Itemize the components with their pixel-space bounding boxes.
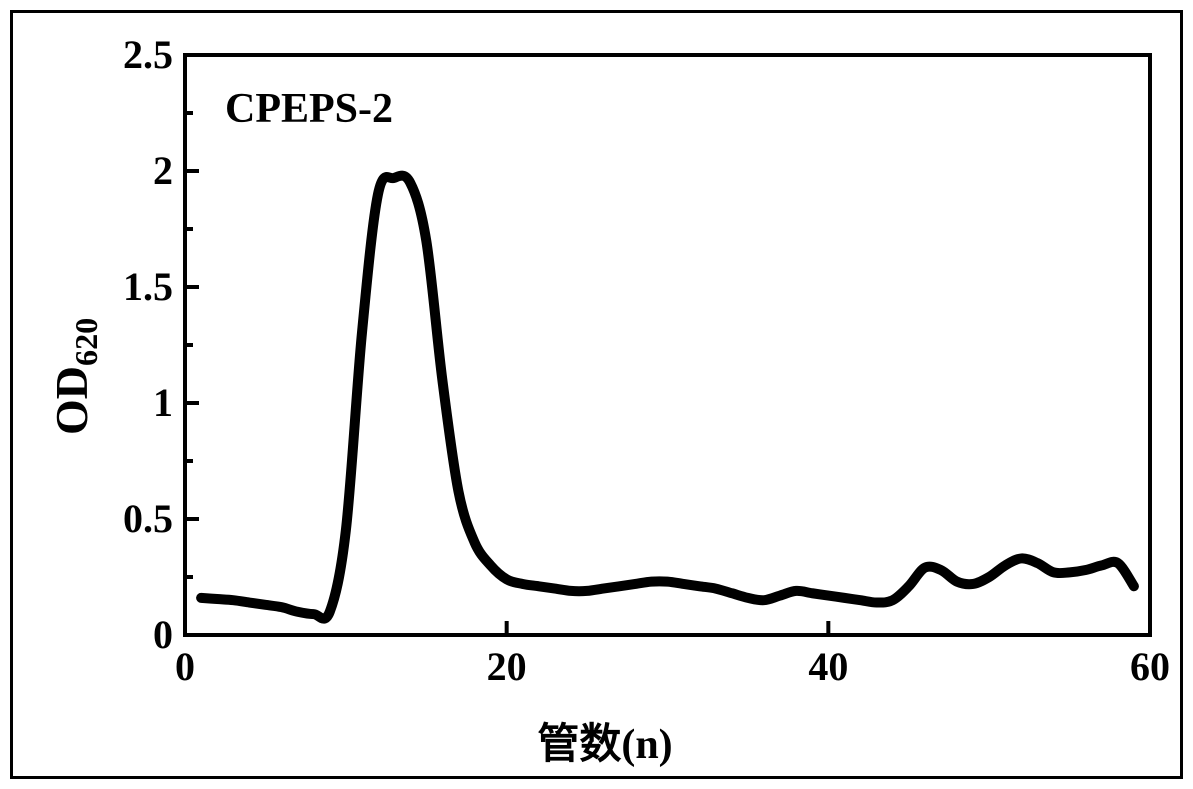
y-tick-label: 0.5 [123, 495, 173, 542]
x-tick-label: 60 [1110, 643, 1190, 690]
x-tick-label: 20 [467, 643, 547, 690]
y-tick-label: 1.5 [123, 263, 173, 310]
y-tick-label: 0 [153, 611, 173, 658]
y-tick-label: 2.5 [123, 31, 173, 78]
x-tick-label: 40 [788, 643, 868, 690]
x-axis-label: 管数(n) [495, 710, 715, 771]
y-axis-label: OD620 [45, 318, 105, 435]
y-tick-label: 1 [153, 379, 173, 426]
series-label-cpeps2: CPEPS-2 [225, 85, 393, 133]
y-tick-label: 2 [153, 147, 173, 194]
plot-area [185, 55, 1150, 635]
